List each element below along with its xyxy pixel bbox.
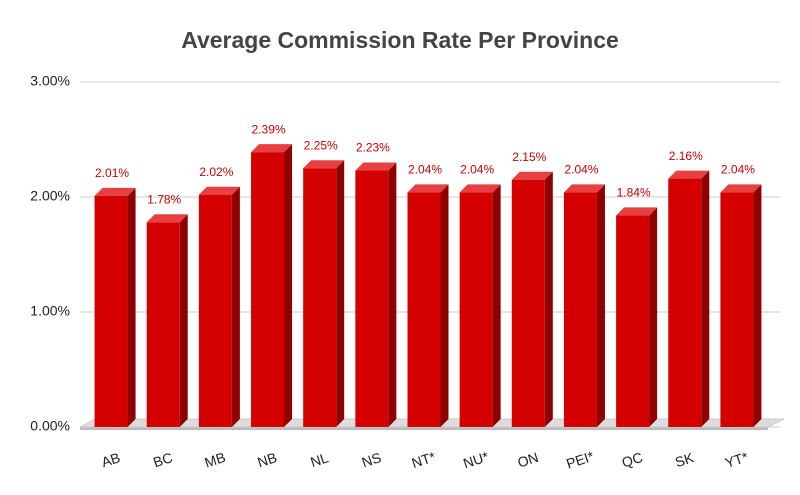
bar-top [355, 162, 397, 171]
bar [355, 162, 397, 428]
floor-edge [80, 427, 768, 430]
bar [94, 187, 136, 427]
value-label: 2.04% [721, 163, 755, 177]
bar-front [407, 192, 441, 427]
value-label: 2.25% [304, 138, 338, 152]
bar-front [563, 192, 597, 427]
bar [146, 214, 188, 427]
y-tick-label: 2.00% [30, 188, 70, 204]
bar-side [701, 170, 710, 427]
bar [668, 170, 710, 427]
bar [511, 171, 553, 427]
y-tick-label: 3.00% [30, 73, 70, 89]
bar-side [231, 186, 240, 427]
bar-front [720, 192, 754, 427]
bar-top [616, 207, 658, 216]
value-label: 2.04% [408, 163, 442, 177]
y-tick-label: 0.00% [30, 418, 70, 434]
value-label: 1.84% [617, 186, 651, 200]
x-tick-label: AB [99, 449, 122, 470]
bar-top [668, 170, 710, 179]
bar-front [198, 194, 232, 427]
bar-side [753, 184, 762, 427]
bar-front [355, 170, 389, 428]
bar-top [407, 184, 449, 193]
bar [198, 186, 240, 427]
bar-top [251, 144, 293, 153]
bar [720, 184, 762, 427]
bar-side [127, 187, 136, 427]
value-label: 2.39% [252, 122, 286, 136]
bar-top [511, 171, 553, 180]
value-label: 2.02% [199, 165, 233, 179]
x-tick-label: SK [673, 449, 696, 470]
bar-top [563, 184, 605, 193]
chart-title: Average Commission Rate Per Province [181, 27, 619, 53]
x-tick-label: MB [203, 449, 228, 471]
x-tick-label: NL [308, 449, 330, 470]
value-label: 1.78% [147, 192, 181, 206]
y-tick-label: 1.00% [30, 303, 70, 319]
bar-front [94, 195, 128, 427]
bar-side [284, 144, 293, 427]
bar-front [251, 152, 285, 427]
bar-top [303, 160, 345, 169]
x-tick-label: NT* [410, 448, 438, 471]
x-tick-label: QC [620, 449, 645, 471]
x-tick-label: BC [151, 449, 174, 470]
x-tick-label: ON [515, 449, 540, 471]
bar-top [94, 187, 136, 196]
bar [563, 184, 605, 427]
bar-side [336, 160, 345, 427]
bar-side [179, 214, 188, 427]
value-label: 2.16% [669, 149, 703, 163]
value-label: 2.04% [564, 163, 598, 177]
value-label: 2.15% [512, 150, 546, 164]
x-tick-label: NS [360, 449, 383, 470]
bar [407, 184, 449, 427]
bar-front [303, 168, 337, 427]
bar-top [720, 184, 762, 193]
bar-side [596, 184, 605, 427]
bar-front [459, 192, 493, 427]
bar [251, 144, 293, 427]
x-tick-label: PEI* [564, 448, 596, 472]
bar-front [511, 179, 545, 427]
bar-top [459, 184, 501, 193]
value-label: 2.01% [95, 166, 129, 180]
bar-side [440, 184, 449, 427]
value-label: 2.23% [356, 141, 390, 155]
x-tick-label: NB [255, 449, 278, 470]
bar-front [616, 215, 650, 427]
bar-side [492, 184, 501, 427]
bar-side [544, 171, 553, 427]
x-tick-label: NU* [461, 448, 491, 471]
bar-top [198, 186, 240, 195]
bar-front [146, 222, 180, 427]
x-tick-label: YT* [723, 448, 751, 471]
bar-top [146, 214, 188, 223]
bar [459, 184, 501, 427]
bar [303, 160, 345, 427]
bar-front [668, 178, 702, 427]
value-label: 2.04% [460, 163, 494, 177]
bar-side [649, 207, 658, 427]
bar-side [388, 162, 397, 428]
bar [616, 207, 658, 427]
